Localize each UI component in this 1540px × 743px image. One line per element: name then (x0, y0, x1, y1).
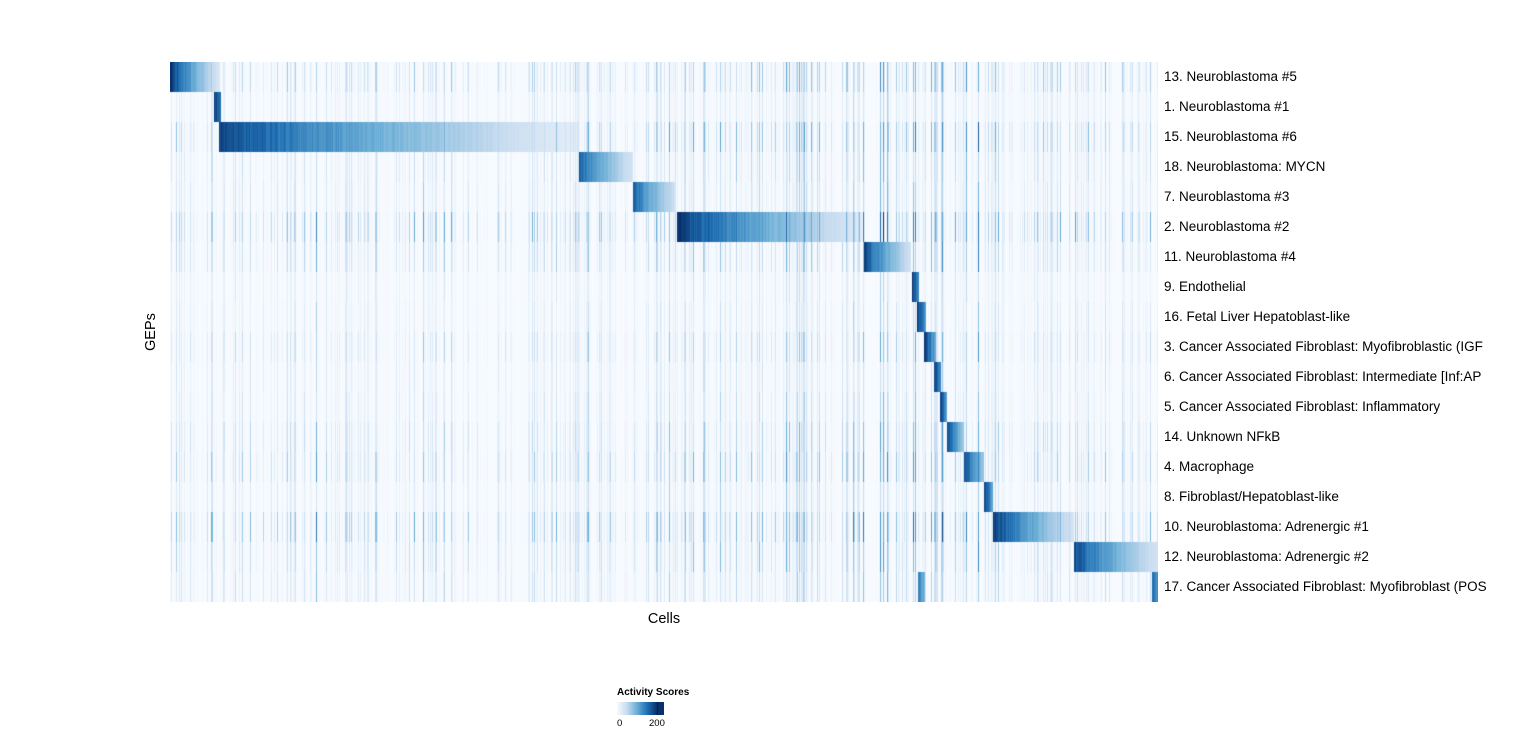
row-label: 17. Cancer Associated Fibroblast: Myofib… (1164, 579, 1487, 594)
y-axis-label: GEPs (143, 313, 159, 351)
row-label: 8. Fibroblast/Hepatoblast-like (1164, 489, 1339, 504)
row-labels: 13. Neuroblastoma #5 1. Neuroblastoma #1 1… (1164, 62, 1540, 602)
colorbar (617, 702, 664, 715)
row-label: 16. Fetal Liver Hepatoblast-like (1164, 309, 1351, 324)
row-label: 1. Neuroblastoma #1 (1164, 99, 1290, 114)
row-label: 13. Neuroblastoma #5 (1164, 69, 1297, 84)
colorbar-min-label: 0 (617, 718, 623, 729)
row-label: 15. Neuroblastoma #6 (1164, 129, 1297, 144)
row-label: 18. Neuroblastoma: MYCN (1164, 159, 1326, 174)
row-label: 5. Cancer Associated Fibroblast: Inflamm… (1164, 399, 1441, 414)
row-label: 4. Macrophage (1164, 459, 1255, 474)
colorbar-tick-labels: 0 200 (617, 718, 665, 730)
row-label: 3. Cancer Associated Fibroblast: Myofibr… (1164, 339, 1483, 354)
colorbar-max-label: 200 (649, 718, 665, 729)
row-label: 9. Endothelial (1164, 279, 1246, 294)
row-label: 10. Neuroblastoma: Adrenergic #1 (1164, 519, 1369, 534)
x-axis-label: Cells (647, 611, 681, 627)
row-label: 12. Neuroblastoma: Adrenergic #2 (1164, 549, 1369, 564)
row-label: 11. Neuroblastoma #4 (1164, 249, 1296, 264)
colorbar-legend: Activity Scores 0 200 (617, 687, 757, 730)
row-label: 7. Neuroblastoma #3 (1164, 189, 1290, 204)
colorbar-tick-mark (656, 702, 659, 715)
colorbar-title: Activity Scores (617, 687, 690, 698)
row-label: 2. Neuroblastoma #2 (1164, 219, 1290, 234)
row-label: 6. Cancer Associated Fibroblast: Interme… (1164, 369, 1482, 384)
row-label: 14. Unknown NFkB (1164, 429, 1281, 444)
heatmap-canvas (170, 62, 1158, 602)
